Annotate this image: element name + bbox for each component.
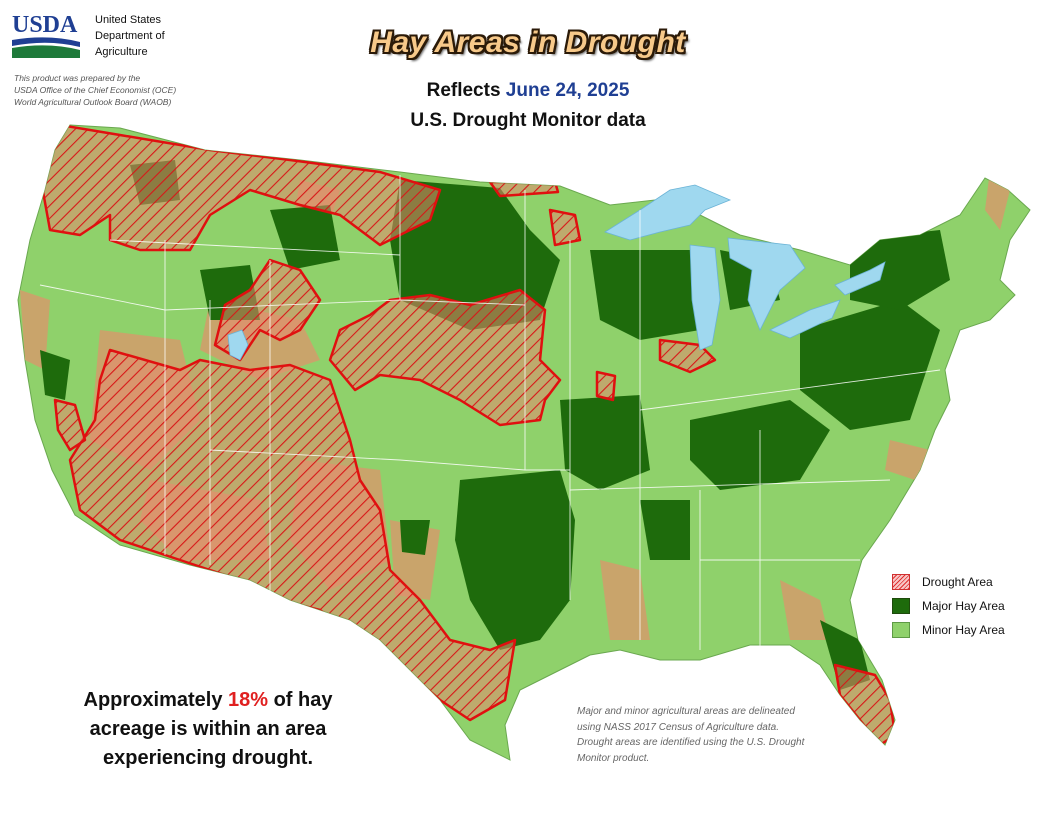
drought-california-valley xyxy=(53,398,87,452)
agency-line: Agriculture xyxy=(95,46,148,58)
state-borders xyxy=(39,175,941,650)
statement-prefix: Approximately xyxy=(83,689,228,711)
drought-swatch xyxy=(892,574,910,590)
legend-label: Minor Hay Area xyxy=(922,623,1005,637)
map-legend: Drought Area Major Hay Area Minor Hay Ar… xyxy=(892,570,1005,642)
reflects-line: Reflects June 24, 2025 xyxy=(300,80,756,102)
drought-statement: Approximately 18% of hay acreage is with… xyxy=(60,686,356,773)
map-subtitle: U.S. Drought Monitor data xyxy=(410,110,646,131)
legend-label: Drought Area xyxy=(922,575,993,589)
reflects-label: Reflects xyxy=(426,80,501,101)
lake-huron xyxy=(727,237,806,331)
minor-hay-swatch xyxy=(892,622,910,638)
methodology-note: Major and minor agricultural areas are d… xyxy=(577,706,805,764)
agency-line: United States xyxy=(95,14,162,26)
lake-superior xyxy=(604,184,732,241)
prepared-by-note: This product was prepared by the USDA Of… xyxy=(14,72,176,108)
drought-missouri-spot xyxy=(595,370,617,402)
drought-areas xyxy=(38,125,897,747)
drought-florida xyxy=(833,663,897,747)
usda-logo-text: USDA xyxy=(12,12,78,38)
legend-item-drought: Drought Area xyxy=(892,570,1005,594)
legend-item-major: Major Hay Area xyxy=(892,594,1005,618)
usda-logo: USDA xyxy=(12,10,84,60)
drought-percent: 18% xyxy=(228,689,269,711)
major-hay-swatch xyxy=(892,598,910,614)
drought-central-plains xyxy=(328,288,562,427)
lake-erie xyxy=(769,299,841,339)
statement-suffix: of hay acreage is within an area experie… xyxy=(89,689,333,769)
lake-ontario xyxy=(834,261,886,296)
agency-name: United States Department of Agriculture xyxy=(95,12,165,60)
lakes xyxy=(227,184,886,361)
drought-southwest xyxy=(68,348,517,722)
drought-pacific-northwest xyxy=(38,125,442,252)
prepared-line: World Agricultural Outlook Board (WAOB) xyxy=(14,97,172,107)
legend-label: Major Hay Area xyxy=(922,599,1005,613)
drought-minnesota xyxy=(548,208,582,247)
prepared-line: USDA Office of the Chief Economist (OCE) xyxy=(14,85,177,95)
us-hay-drought-map xyxy=(0,110,1056,770)
prepared-line: This product was prepared by the xyxy=(14,73,141,83)
report-date: June 24, 2025 xyxy=(505,80,630,101)
agency-line: Department of xyxy=(95,30,165,42)
map-title: Hay Areas in Drought xyxy=(370,26,686,59)
lake-michigan xyxy=(689,244,721,351)
legend-item-minor: Minor Hay Area xyxy=(892,618,1005,642)
great-salt-lake xyxy=(227,329,249,361)
